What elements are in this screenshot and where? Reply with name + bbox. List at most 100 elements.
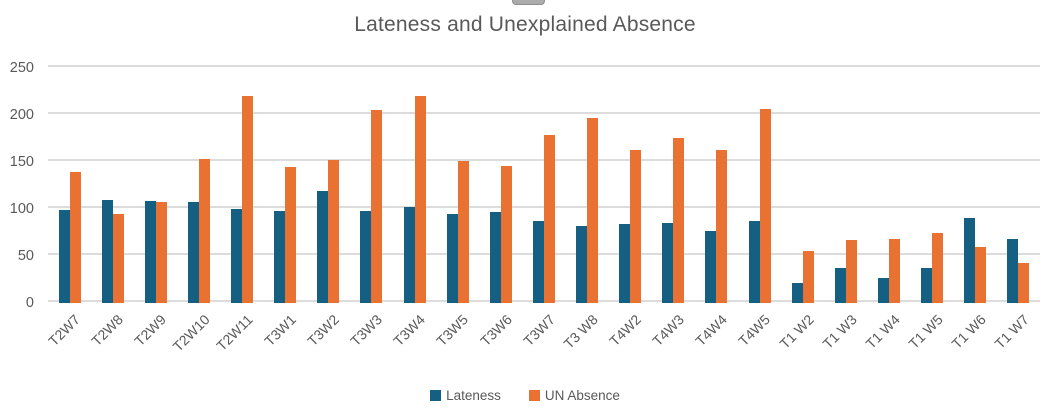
chart-title: Lateness and Unexplained Absence bbox=[354, 13, 696, 36]
bar-un-absence-T2W8[interactable] bbox=[112, 213, 124, 303]
bar-un-absence-T1W5[interactable] bbox=[932, 232, 944, 303]
bar-lateness-T1W5[interactable] bbox=[921, 268, 933, 303]
x-tick-text: T3W7 bbox=[519, 311, 558, 350]
bar-lateness-T3W4[interactable] bbox=[403, 207, 415, 303]
y-tick-label: 50 bbox=[17, 247, 34, 264]
bar-lateness-T1W4[interactable] bbox=[877, 277, 889, 303]
x-tick-text: T1 W3 bbox=[819, 311, 860, 352]
bar-group-T3W4 bbox=[393, 68, 436, 303]
legend-item-lateness[interactable]: Lateness bbox=[430, 387, 501, 403]
bar-lateness-T3W8[interactable] bbox=[576, 225, 588, 303]
bar-lateness-T4W3[interactable] bbox=[662, 223, 674, 303]
y-tick-label: 250 bbox=[9, 59, 34, 76]
bar-group-T1W7 bbox=[997, 68, 1040, 303]
bar-group-T1W3 bbox=[824, 68, 867, 303]
legend-label: Lateness bbox=[446, 387, 501, 403]
bar-group-T3W1 bbox=[264, 68, 307, 303]
x-tick-text: T4W5 bbox=[735, 311, 774, 350]
bar-un-absence-T2W9[interactable] bbox=[155, 202, 167, 303]
x-tick-text: T2W11 bbox=[213, 311, 256, 354]
bar-un-absence-T3W3[interactable] bbox=[371, 110, 383, 303]
x-tick-text: T4W4 bbox=[692, 311, 731, 350]
y-tick-label: 0 bbox=[25, 294, 34, 311]
x-tick-text: T3W1 bbox=[261, 311, 299, 350]
bar-lateness-T2W9[interactable] bbox=[144, 201, 156, 303]
bar-lateness-T3W7[interactable] bbox=[532, 221, 544, 303]
bar-un-absence-T4W4[interactable] bbox=[716, 149, 728, 303]
bar-group-T3W5 bbox=[436, 68, 479, 303]
gridline-200 bbox=[48, 112, 1040, 114]
bar-group-T2W7 bbox=[48, 68, 91, 303]
x-tick-text: T2W9 bbox=[131, 311, 170, 350]
bar-un-absence-T1W3[interactable] bbox=[845, 240, 857, 303]
bar-group-T3W8 bbox=[566, 68, 609, 303]
x-tick-text: T1 W4 bbox=[862, 311, 903, 352]
bar-group-T2W10 bbox=[177, 68, 220, 303]
bar-lateness-T1W2[interactable] bbox=[791, 283, 803, 303]
bar-lateness-T2W11[interactable] bbox=[231, 209, 243, 303]
bar-lateness-T3W1[interactable] bbox=[274, 210, 286, 303]
x-tick-text: T3W6 bbox=[476, 311, 515, 350]
bar-lateness-T1W6[interactable] bbox=[964, 218, 976, 303]
bar-lateness-T1W7[interactable] bbox=[1007, 239, 1019, 303]
bar-un-absence-T4W5[interactable] bbox=[759, 109, 771, 303]
bar-lateness-T4W4[interactable] bbox=[705, 230, 717, 303]
bar-un-absence-T1W4[interactable] bbox=[888, 239, 900, 303]
bar-group-T2W8 bbox=[91, 68, 134, 303]
bar-un-absence-T3W8[interactable] bbox=[587, 117, 599, 303]
legend: Lateness UN Absence bbox=[0, 387, 1050, 403]
bar-group-T4W2 bbox=[609, 68, 652, 303]
legend-label: UN Absence bbox=[544, 387, 620, 403]
bar-group-T4W4 bbox=[695, 68, 738, 303]
bar-lateness-T2W10[interactable] bbox=[187, 202, 199, 303]
bar-un-absence-T3W4[interactable] bbox=[414, 96, 426, 303]
legend-swatch-icon bbox=[528, 389, 540, 401]
bar-un-absence-T3W7[interactable] bbox=[543, 134, 555, 303]
bar-group-T1W4 bbox=[867, 68, 910, 303]
bar-un-absence-T1W7[interactable] bbox=[1018, 262, 1030, 303]
bar-un-absence-T1W6[interactable] bbox=[975, 246, 987, 303]
bar-group-T3W7 bbox=[522, 68, 565, 303]
bar-group-T4W3 bbox=[652, 68, 695, 303]
bar-lateness-T2W7[interactable] bbox=[58, 209, 70, 303]
bar-group-T3W2 bbox=[307, 68, 350, 303]
bar-un-absence-T2W7[interactable] bbox=[69, 172, 81, 303]
bar-un-absence-T4W3[interactable] bbox=[673, 137, 685, 303]
bar-lateness-T1W3[interactable] bbox=[834, 268, 846, 303]
x-tick-text: T2W10 bbox=[169, 311, 213, 355]
bar-lateness-T2W8[interactable] bbox=[101, 199, 113, 303]
bar-group-T2W9 bbox=[134, 68, 177, 303]
bar-lateness-T3W2[interactable] bbox=[317, 191, 329, 303]
bar-group-T1W5 bbox=[911, 68, 954, 303]
x-tick-text: T2W8 bbox=[88, 311, 127, 350]
bar-group-T2W11 bbox=[221, 68, 264, 303]
bar-group-T1W6 bbox=[954, 68, 997, 303]
bar-un-absence-T2W10[interactable] bbox=[198, 159, 210, 303]
bar-lateness-T3W6[interactable] bbox=[489, 211, 501, 303]
y-tick-label: 200 bbox=[9, 106, 34, 123]
y-tick-label: 150 bbox=[9, 153, 34, 170]
bar-un-absence-T4W2[interactable] bbox=[630, 149, 642, 303]
gridline-250 bbox=[48, 65, 1040, 67]
bar-lateness-T4W2[interactable] bbox=[619, 224, 631, 303]
x-axis-labels: T2W7 T2W8 T2W9 T2W10 T2W11 T3W1 T3W2 T3W3 T3W4 T3… bbox=[45, 303, 1040, 373]
chart-selection-handle[interactable] bbox=[512, 0, 545, 5]
legend-item-un-absence[interactable]: UN Absence bbox=[528, 387, 620, 403]
bar-un-absence-T3W6[interactable] bbox=[500, 165, 512, 303]
x-tick-text: T1 W5 bbox=[905, 311, 946, 352]
bar-lateness-T3W3[interactable] bbox=[360, 210, 372, 303]
x-tick-text: T1 W6 bbox=[948, 311, 989, 352]
bar-group-T1W2 bbox=[781, 68, 824, 303]
bar-un-absence-T2W11[interactable] bbox=[242, 96, 254, 303]
bar-un-absence-T1W2[interactable] bbox=[802, 251, 814, 303]
plot-area: 0 50 100 150 200 250 T2W7 T2W8 T2W9 T2W10 T2W11 T3… bbox=[10, 61, 1040, 355]
x-tick-text: T2W7 bbox=[45, 311, 84, 350]
bar-lateness-T3W5[interactable] bbox=[446, 213, 458, 303]
bar-un-absence-T3W5[interactable] bbox=[457, 161, 469, 303]
bar-group-T3W3 bbox=[350, 68, 393, 303]
x-tick-text: T1 W2 bbox=[775, 311, 817, 352]
bar-lateness-T4W5[interactable] bbox=[748, 221, 760, 303]
bar-un-absence-T3W1[interactable] bbox=[285, 166, 297, 303]
bar-un-absence-T3W2[interactable] bbox=[328, 160, 340, 303]
x-tick-text: T3W2 bbox=[304, 311, 342, 350]
